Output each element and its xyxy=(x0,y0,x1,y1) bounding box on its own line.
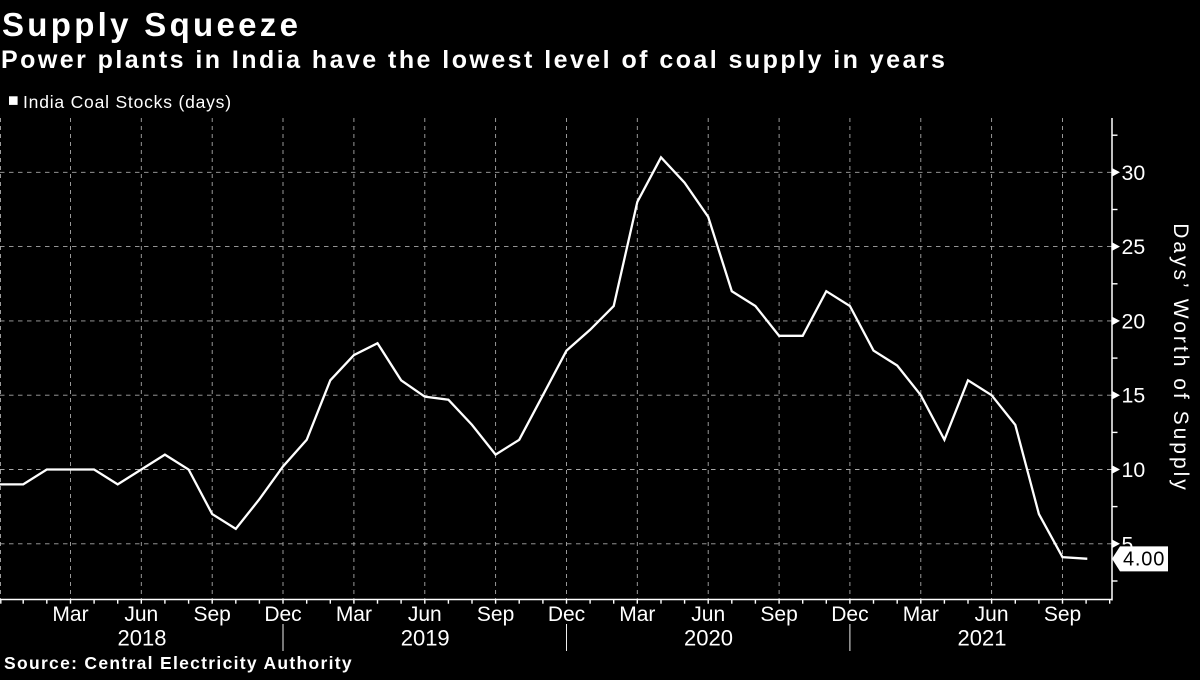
svg-text:20: 20 xyxy=(1122,309,1146,333)
svg-text:Jun: Jun xyxy=(691,603,725,626)
svg-text:Mar: Mar xyxy=(619,603,655,626)
svg-text:4.00: 4.00 xyxy=(1123,549,1165,571)
svg-text:Jun: Jun xyxy=(975,603,1009,626)
svg-text:Days’ Worth of Supply: Days’ Worth of Supply xyxy=(1169,223,1192,493)
svg-text:Supply Squeeze: Supply Squeeze xyxy=(2,6,301,43)
svg-text:Sep: Sep xyxy=(477,603,514,626)
svg-text:Sep: Sep xyxy=(194,603,231,626)
svg-text:2020: 2020 xyxy=(684,626,733,651)
svg-text:Dec: Dec xyxy=(264,603,301,626)
svg-text:Dec: Dec xyxy=(831,603,868,626)
svg-text:2019: 2019 xyxy=(401,626,450,651)
svg-text:5: 5 xyxy=(1122,532,1134,556)
svg-text:Sep: Sep xyxy=(760,603,797,626)
svg-text:Sep: Sep xyxy=(1044,603,1081,626)
svg-text:Mar: Mar xyxy=(52,603,88,626)
svg-text:Jun: Jun xyxy=(408,603,442,626)
svg-text:Jun: Jun xyxy=(124,603,158,626)
svg-text:2021: 2021 xyxy=(958,626,1007,651)
svg-text:30: 30 xyxy=(1122,161,1146,185)
svg-text:2018: 2018 xyxy=(118,626,167,651)
svg-text:Power plants in India have the: Power plants in India have the lowest le… xyxy=(1,46,947,74)
svg-text:15: 15 xyxy=(1122,384,1146,408)
svg-text:Source: Central Electricity Au: Source: Central Electricity Authority xyxy=(4,653,353,673)
svg-text:Mar: Mar xyxy=(903,603,939,626)
svg-text:10: 10 xyxy=(1122,458,1146,482)
svg-text:25: 25 xyxy=(1122,235,1146,259)
svg-text:Dec: Dec xyxy=(548,603,585,626)
svg-text:Mar: Mar xyxy=(336,603,372,626)
svg-text:India Coal Stocks (days): India Coal Stocks (days) xyxy=(23,92,232,112)
